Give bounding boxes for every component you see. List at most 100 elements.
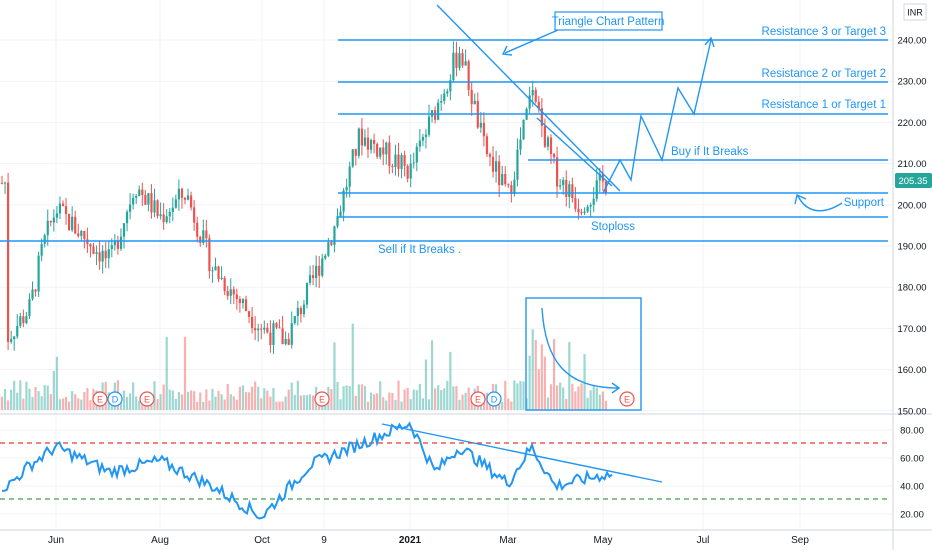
event-marker-circle[interactable] — [314, 391, 330, 407]
candle-body — [7, 182, 10, 342]
candle-body — [418, 140, 421, 147]
volume-bar — [156, 399, 159, 410]
earnings-marker-label: E — [475, 395, 481, 405]
annotation-triangle-pattern: Triangle Chart Pattern — [552, 16, 665, 28]
volume-bar — [68, 401, 71, 410]
candle-body — [318, 265, 321, 276]
volume-bar — [232, 396, 235, 410]
candle-body — [345, 186, 348, 191]
candle-body — [586, 206, 589, 212]
candle-body — [348, 166, 351, 187]
candle-body — [247, 311, 251, 317]
candle-body — [141, 189, 144, 195]
time-tick-label: Mar — [499, 535, 517, 546]
volume-bar — [196, 401, 199, 410]
candle-body — [132, 197, 135, 205]
volume-bar — [312, 395, 315, 410]
candle-body — [31, 289, 34, 300]
candle-body — [208, 238, 211, 272]
volume-bar — [354, 395, 357, 410]
candle-body — [156, 200, 159, 217]
volume-bar — [461, 394, 464, 410]
event-marker-circle[interactable] — [107, 391, 123, 407]
candle-body — [406, 165, 409, 179]
candle-body — [101, 250, 104, 262]
candle-body — [528, 95, 531, 109]
currency-label: INR — [907, 8, 923, 18]
volume-decay-arrowhead — [611, 382, 621, 394]
candle-body — [220, 277, 223, 280]
candle-body — [366, 137, 370, 150]
volume-bar — [290, 382, 293, 410]
event-marker-circle[interactable] — [92, 391, 108, 407]
volume-bar — [504, 380, 507, 410]
currency-box[interactable] — [903, 3, 927, 21]
volume-bar — [339, 399, 342, 410]
candle-body — [302, 304, 306, 315]
volume-bar — [263, 388, 266, 410]
volume-bar — [369, 392, 373, 410]
candle-body — [546, 137, 550, 147]
volume-bar — [351, 323, 354, 410]
volume-bar — [464, 392, 467, 410]
volume-bar — [449, 351, 452, 410]
volume-bar — [388, 392, 391, 410]
price-tick-label: 200.00 — [897, 200, 926, 211]
volume-bar — [168, 389, 171, 410]
dividend-marker-label: D — [112, 395, 119, 405]
candle-body — [125, 211, 129, 224]
candle-body — [495, 161, 498, 172]
volume-bar — [61, 398, 65, 410]
volume-bar — [434, 388, 437, 410]
candle-body — [202, 230, 205, 243]
price-tick-label: 150.00 — [897, 406, 926, 417]
volume-bar — [83, 392, 86, 410]
candle-body — [135, 196, 138, 198]
volume-bar — [437, 385, 440, 410]
candle-body — [110, 245, 113, 250]
candle-body — [16, 325, 19, 337]
volume-bar — [373, 394, 376, 410]
candle-body — [275, 323, 278, 328]
volume-bar — [260, 398, 263, 410]
candle-body — [379, 147, 382, 157]
candle-body — [162, 214, 165, 223]
event-marker-circle[interactable] — [470, 391, 486, 407]
volume-bar — [385, 400, 388, 410]
volume-bar — [330, 389, 333, 410]
candle-body — [488, 154, 492, 157]
dividend-marker-label: D — [491, 395, 498, 405]
time-tick-label: Aug — [151, 535, 169, 546]
candle-body — [205, 230, 208, 239]
candle-body — [159, 214, 162, 217]
candle-body — [183, 197, 187, 200]
volume-bar — [598, 394, 601, 410]
level-label-support: Support — [844, 197, 885, 209]
candle-body — [333, 226, 336, 245]
volume-bar — [440, 390, 443, 410]
candle-body — [263, 327, 266, 330]
candle-body — [80, 230, 83, 237]
candle-body — [272, 323, 275, 345]
price-candles — [0, 41, 607, 354]
level-label-target-2: Resistance 2 or Target 2 — [762, 68, 886, 80]
event-marker-circle[interactable] — [139, 391, 155, 407]
candle-body — [22, 316, 25, 324]
volume-bar — [55, 356, 58, 410]
triangle-inner-trendline — [536, 117, 613, 187]
candle-body — [0, 182, 4, 184]
rsi-tick-label: 40.00 — [900, 482, 924, 493]
event-marker-circle[interactable] — [486, 391, 502, 407]
candle-body — [153, 200, 156, 213]
candle-body — [46, 220, 49, 236]
volume-bar — [275, 401, 278, 410]
volume-bar — [247, 392, 251, 410]
volume-bars — [0, 323, 607, 410]
candle-body — [434, 110, 437, 120]
volume-bar — [412, 389, 415, 410]
volume-bar — [71, 391, 74, 410]
volume-bar — [119, 397, 123, 410]
event-marker-circle[interactable] — [619, 391, 635, 407]
candle-body — [229, 289, 232, 296]
volume-bar — [391, 392, 394, 410]
